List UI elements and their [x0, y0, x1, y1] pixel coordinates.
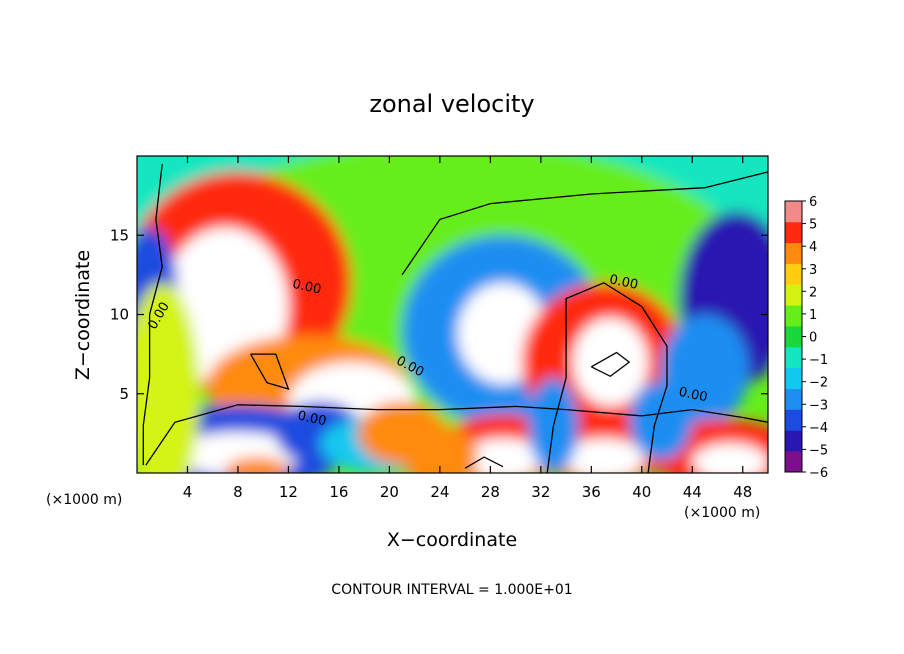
contour-line [546, 282, 668, 473]
colorbar-swatch [785, 451, 802, 473]
y-axis-ticks: 5 10 15 [110, 226, 768, 403]
chart-title: zonal velocity [369, 90, 534, 118]
x-tick-label: 48 [733, 483, 752, 501]
colorbar-label: 1 [809, 308, 817, 323]
x-tick-label: 36 [582, 483, 601, 501]
contour-label: 0.00 [608, 272, 639, 293]
colorbar-swatch [785, 242, 802, 264]
x-tick-label: 20 [380, 483, 399, 501]
field-blob [402, 425, 478, 473]
contour-line [401, 171, 768, 276]
colorbar-swatch [785, 409, 802, 431]
field-blob [733, 263, 768, 334]
contour-interval-note: CONTOUR INTERVAL = 1.000E+01 [331, 582, 572, 598]
colorbar-swatch [785, 430, 802, 452]
colorbar-swatch [785, 221, 802, 243]
contour-label: 0.00 [677, 385, 708, 406]
x-axis-label: X−coordinate [387, 529, 517, 551]
colorbar-label: 0 [809, 331, 817, 346]
colorbar-label: −1 [809, 353, 828, 368]
colorbar-swatch [785, 263, 802, 285]
field-blob [137, 282, 201, 473]
colorbar-swatch [785, 388, 802, 410]
field-blob [629, 381, 693, 461]
colorbar-label: −5 [809, 443, 828, 458]
colorbar-swatch [785, 367, 802, 389]
y-tick-label: 15 [110, 226, 129, 244]
colorbar-label: 4 [809, 240, 817, 255]
field-blob [225, 457, 289, 473]
x-tick-label: 4 [183, 483, 193, 501]
colorbar-label: 6 [809, 195, 817, 210]
x-axis-ticks: 4 8 12 16 20 24 28 32 36 40 44 48 [183, 156, 752, 501]
colorbar-swatch [785, 284, 802, 306]
colorbar-swatch [785, 346, 802, 369]
contour-line [590, 351, 631, 378]
x-tick-label: 44 [683, 483, 702, 501]
colorbar-swatch [785, 201, 802, 223]
field-blob [572, 317, 649, 407]
y-axis-label: Z−coordinate [72, 250, 94, 380]
colorbar-label: −3 [809, 398, 828, 413]
x-tick-label: 12 [279, 483, 298, 501]
contour-label: 0.00 [296, 409, 327, 430]
colorbar-swatch [785, 305, 802, 327]
x-unit-right: (×1000 m) [684, 505, 760, 521]
contour-line [250, 353, 290, 390]
colorbar-label: −2 [809, 376, 828, 391]
field-blob [462, 438, 544, 473]
colorbar: 6 5 4 3 2 1 0 −1 −2 −3 −4 −5 −6 [784, 195, 828, 481]
colorbar-label: −6 [809, 466, 828, 481]
y-tick-label: 10 [110, 306, 129, 324]
colorbar-label: −4 [809, 421, 828, 436]
colorbar-swatch [785, 326, 802, 348]
x-unit-left: (×1000 m) [46, 492, 122, 508]
field-blob [692, 442, 768, 473]
x-tick-label: 24 [430, 483, 449, 501]
contour-line [142, 163, 163, 466]
colorbar-label: 3 [809, 263, 817, 278]
heatmap-field [137, 156, 768, 473]
y-tick-label: 5 [119, 385, 129, 403]
contour-line [145, 404, 768, 466]
x-tick-label: 40 [632, 483, 651, 501]
x-tick-label: 16 [329, 483, 348, 501]
colorbar-label: 5 [809, 218, 817, 233]
colorbar-label: 2 [809, 285, 817, 300]
x-tick-label: 28 [481, 483, 500, 501]
x-tick-label: 8 [233, 483, 243, 501]
x-tick-label: 32 [531, 483, 550, 501]
field-blob [563, 438, 645, 473]
contour-label: 0.00 [291, 277, 322, 298]
contour-line [464, 456, 504, 469]
